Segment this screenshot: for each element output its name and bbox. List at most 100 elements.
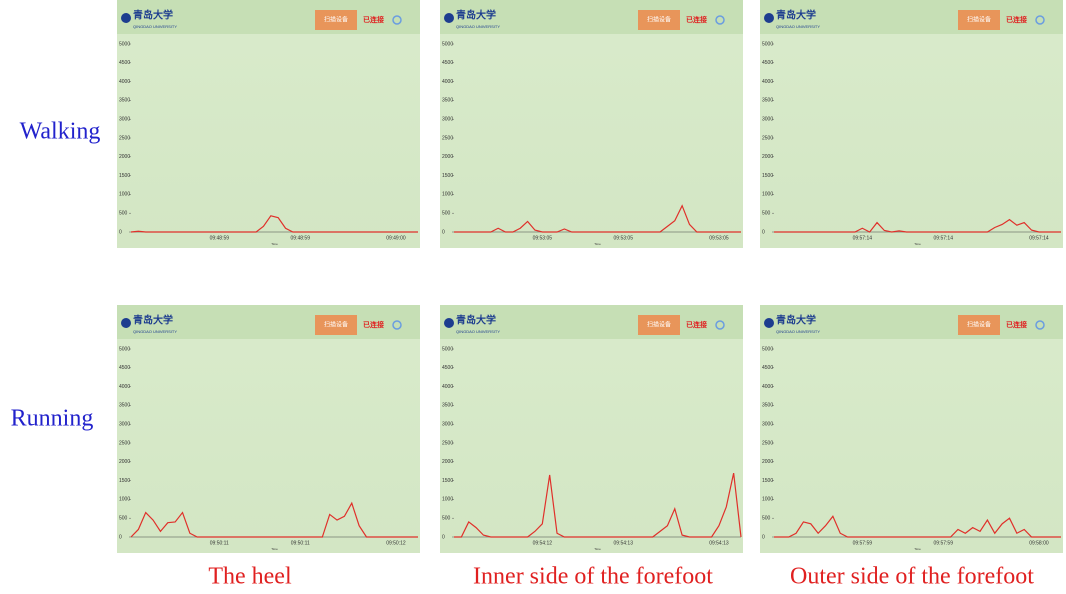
x-tick-label: 09:50:11 [210, 540, 229, 546]
y-tick-label: 4500 [442, 365, 453, 371]
y-tick-label: 4000 [442, 384, 453, 390]
y-tick-label: 4000 [762, 384, 773, 390]
y-tick-label: 1000 [762, 497, 773, 503]
page: {"row_labels":["Walking","Running"], "co… [0, 0, 1066, 594]
y-tick-label: 500 [442, 211, 451, 217]
y-tick-label: 5000 [762, 41, 773, 47]
y-tick-label: 4500 [119, 60, 130, 66]
x-tick-label: 09:50:12 [386, 540, 406, 546]
y-tick-label: 5000 [442, 41, 453, 47]
y-tick-label: 3500 [762, 403, 773, 409]
x-tick-label: 09:53:05 [614, 235, 634, 241]
y-tick-label: 3500 [442, 98, 453, 104]
app-panel: 青岛大学QINGDAO UNIVERSITY扫描设备已连接05001000150… [117, 305, 420, 553]
x-tick-label: 09:54:13 [709, 540, 729, 546]
scan-button-label[interactable]: 扫描设备 [647, 321, 671, 329]
logo: 青岛大学 [133, 9, 173, 22]
app-panel: 青岛大学QINGDAO UNIVERSITY扫描设备已连接05001000150… [440, 0, 743, 248]
y-tick-label: 2500 [442, 135, 453, 141]
y-tick-label: 4500 [119, 365, 130, 371]
scan-button-label[interactable]: 扫描设备 [324, 16, 348, 24]
logo-subtitle: QINGDAO UNIVERSITY [776, 329, 820, 334]
y-tick-label: 2000 [762, 154, 773, 160]
scan-button-label[interactable]: 扫描设备 [967, 321, 991, 329]
x-axis-label: Time [271, 242, 278, 246]
logo-subtitle: QINGDAO UNIVERSITY [456, 329, 500, 334]
column-label: The heel [208, 564, 292, 590]
x-axis-label: Time [914, 242, 921, 246]
x-axis-label: Time [914, 547, 921, 551]
logo-icon [764, 13, 774, 23]
connection-status: 已连接 [1006, 320, 1027, 329]
x-tick-label: 09:58:00 [1029, 540, 1049, 546]
y-tick-label: 0 [119, 534, 122, 540]
panel-background [117, 0, 420, 248]
x-tick-label: 09:54:13 [614, 540, 634, 546]
scan-button-label[interactable]: 扫描设备 [324, 321, 348, 329]
logo-icon [764, 318, 774, 328]
y-tick-label: 1000 [442, 497, 453, 503]
y-tick-label: 4000 [442, 79, 453, 85]
logo-icon [444, 13, 454, 23]
x-tick-label: 09:57:14 [853, 235, 873, 241]
app-panel: 青岛大学QINGDAO UNIVERSITY扫描设备已连接05001000150… [760, 305, 1063, 553]
x-tick-label: 09:48:59 [210, 235, 230, 241]
logo-icon [121, 13, 131, 23]
y-tick-label: 0 [762, 534, 765, 540]
y-tick-label: 3000 [442, 117, 453, 123]
y-tick-label: 4500 [442, 60, 453, 66]
panel-background [117, 305, 420, 553]
row-label: Walking [20, 119, 101, 145]
scan-button-label[interactable]: 扫描设备 [967, 16, 991, 24]
y-tick-label: 4500 [762, 365, 773, 371]
column-label: Outer side of the forefoot [790, 564, 1034, 590]
y-tick-label: 500 [442, 516, 451, 522]
row-label: Running [11, 406, 94, 432]
y-tick-label: 3000 [119, 422, 130, 428]
y-tick-label: 2000 [442, 154, 453, 160]
y-tick-label: 1000 [442, 192, 453, 198]
connection-status: 已连接 [363, 15, 384, 24]
y-tick-label: 5000 [119, 346, 130, 352]
x-tick-label: 09:57:59 [934, 540, 954, 546]
y-tick-label: 5000 [119, 41, 130, 47]
app-panel: 青岛大学QINGDAO UNIVERSITY扫描设备已连接05001000150… [117, 0, 420, 248]
logo-subtitle: QINGDAO UNIVERSITY [133, 329, 177, 334]
y-tick-label: 4000 [762, 79, 773, 85]
y-tick-label: 4500 [762, 60, 773, 66]
y-tick-label: 1000 [119, 192, 130, 198]
x-tick-label: 09:57:14 [1029, 235, 1049, 241]
x-tick-label: 09:48:59 [291, 235, 311, 241]
logo-subtitle: QINGDAO UNIVERSITY [133, 24, 177, 29]
logo: 青岛大学 [776, 9, 816, 22]
y-tick-label: 0 [442, 534, 445, 540]
y-tick-label: 1500 [762, 478, 773, 484]
y-tick-label: 3500 [442, 403, 453, 409]
y-tick-label: 1000 [119, 497, 130, 503]
app-panel: 青岛大学QINGDAO UNIVERSITY扫描设备已连接05001000150… [440, 305, 743, 553]
connection-status: 已连接 [686, 15, 707, 24]
y-tick-label: 3000 [762, 117, 773, 123]
logo: 青岛大学 [133, 314, 173, 327]
y-tick-label: 500 [762, 516, 771, 522]
y-tick-label: 1500 [442, 173, 453, 179]
y-tick-label: 4000 [119, 384, 130, 390]
connection-status: 已连接 [363, 320, 384, 329]
y-tick-label: 2000 [442, 459, 453, 465]
y-tick-label: 0 [442, 229, 445, 235]
y-tick-label: 1500 [762, 173, 773, 179]
y-tick-label: 5000 [442, 346, 453, 352]
y-tick-label: 2000 [119, 154, 130, 160]
y-tick-label: 500 [762, 211, 771, 217]
y-tick-label: 2500 [442, 440, 453, 446]
logo: 青岛大学 [456, 9, 496, 22]
y-tick-label: 0 [762, 229, 765, 235]
y-tick-label: 3000 [762, 422, 773, 428]
y-tick-label: 0 [119, 229, 122, 235]
y-tick-label: 5000 [762, 346, 773, 352]
x-tick-label: 09:57:59 [853, 540, 873, 546]
y-tick-label: 500 [119, 516, 128, 522]
panel-background [760, 305, 1063, 553]
scan-button-label[interactable]: 扫描设备 [647, 16, 671, 24]
column-label: Inner side of the forefoot [473, 564, 713, 590]
